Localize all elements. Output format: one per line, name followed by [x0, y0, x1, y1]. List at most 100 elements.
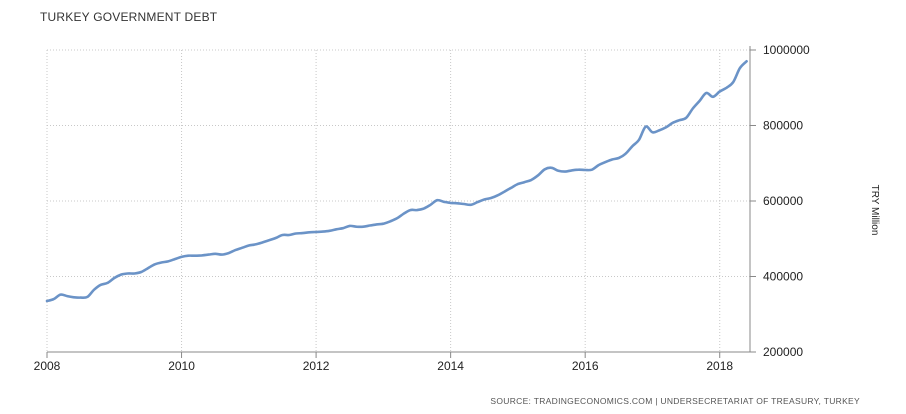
- data-point: [705, 92, 707, 94]
- data-point: [712, 96, 714, 98]
- x-tick-label: 2014: [437, 359, 464, 373]
- data-point: [577, 169, 579, 171]
- data-point: [470, 204, 472, 206]
- data-point: [544, 168, 546, 170]
- x-tick-label: 2012: [303, 359, 330, 373]
- data-point: [113, 277, 115, 279]
- data-point: [483, 198, 485, 200]
- data-point: [106, 282, 108, 284]
- data-point: [463, 203, 465, 205]
- x-tick-label: 2016: [572, 359, 599, 373]
- data-point: [153, 263, 155, 265]
- data-point: [745, 60, 747, 62]
- data-point: [66, 295, 68, 297]
- series-layer: [45, 60, 748, 303]
- data-point: [174, 258, 176, 260]
- data-point: [436, 199, 438, 201]
- y-tick-label: 600000: [763, 194, 803, 208]
- data-point: [335, 228, 337, 230]
- data-point: [147, 267, 149, 269]
- series-line: [45, 60, 748, 303]
- data-point: [362, 226, 364, 228]
- data-point: [503, 190, 505, 192]
- data-point: [46, 300, 48, 302]
- data-point: [597, 164, 599, 166]
- data-point: [423, 207, 425, 209]
- data-point: [140, 271, 142, 273]
- data-point: [692, 107, 694, 109]
- data-point: [638, 139, 640, 141]
- data-point: [187, 255, 189, 257]
- data-point: [732, 81, 734, 83]
- data-point: [100, 284, 102, 286]
- data-point: [584, 169, 586, 171]
- data-point: [476, 201, 478, 203]
- data-point: [268, 239, 270, 241]
- y-axis-label: TRY Million: [869, 185, 880, 236]
- data-point: [564, 170, 566, 172]
- data-point: [497, 194, 499, 196]
- data-point: [375, 223, 377, 225]
- data-point: [618, 157, 620, 159]
- data-point: [322, 230, 324, 232]
- data-point: [645, 125, 647, 127]
- data-point: [275, 237, 277, 239]
- data-point: [671, 122, 673, 124]
- data-point: [402, 213, 404, 215]
- data-point: [59, 293, 61, 295]
- data-point: [227, 252, 229, 254]
- data-point: [281, 234, 283, 236]
- y-tick-label: 1000000: [763, 43, 810, 57]
- data-point: [651, 131, 653, 133]
- data-point: [160, 261, 162, 263]
- data-point: [678, 119, 680, 121]
- data-point: [456, 202, 458, 204]
- data-point: [167, 260, 169, 262]
- x-tick-label: 2008: [34, 359, 61, 373]
- data-point: [530, 179, 532, 181]
- chart-title: TURKEY GOVERNMENT DEBT: [40, 10, 218, 24]
- data-point: [658, 129, 660, 131]
- data-point: [449, 202, 451, 204]
- data-point: [739, 67, 741, 69]
- data-point: [328, 230, 330, 232]
- data-point: [315, 231, 317, 233]
- data-point: [207, 253, 209, 255]
- data-point: [510, 187, 512, 189]
- source-note: SOURCE: TRADINGECONOMICS.COM | UNDERSECR…: [490, 396, 860, 406]
- data-point: [79, 296, 81, 298]
- data-point: [443, 201, 445, 203]
- data-point: [201, 254, 203, 256]
- data-point: [86, 296, 88, 298]
- data-point: [604, 161, 606, 163]
- data-point: [591, 169, 593, 171]
- x-axis: 2008 2010 2012 2014 2016 2018: [34, 351, 750, 373]
- data-point: [73, 296, 75, 298]
- data-point: [308, 231, 310, 233]
- data-point: [234, 249, 236, 251]
- data-point: [133, 272, 135, 274]
- data-point: [254, 243, 256, 245]
- data-point: [396, 217, 398, 219]
- data-point: [429, 204, 431, 206]
- data-point: [53, 298, 55, 300]
- x-tick-label: 2018: [706, 359, 733, 373]
- data-point: [611, 158, 613, 160]
- data-point: [221, 253, 223, 255]
- data-point: [523, 181, 525, 183]
- data-point: [416, 209, 418, 211]
- data-point: [248, 244, 250, 246]
- x-tick-label: 2010: [168, 359, 195, 373]
- data-point: [342, 227, 344, 229]
- data-point: [301, 232, 303, 234]
- data-point: [194, 255, 196, 257]
- data-point: [241, 247, 243, 249]
- data-point: [631, 145, 633, 147]
- data-point: [624, 153, 626, 155]
- data-point: [665, 126, 667, 128]
- data-point: [685, 117, 687, 119]
- data-point: [698, 100, 700, 102]
- data-point: [537, 174, 539, 176]
- data-point: [557, 170, 559, 172]
